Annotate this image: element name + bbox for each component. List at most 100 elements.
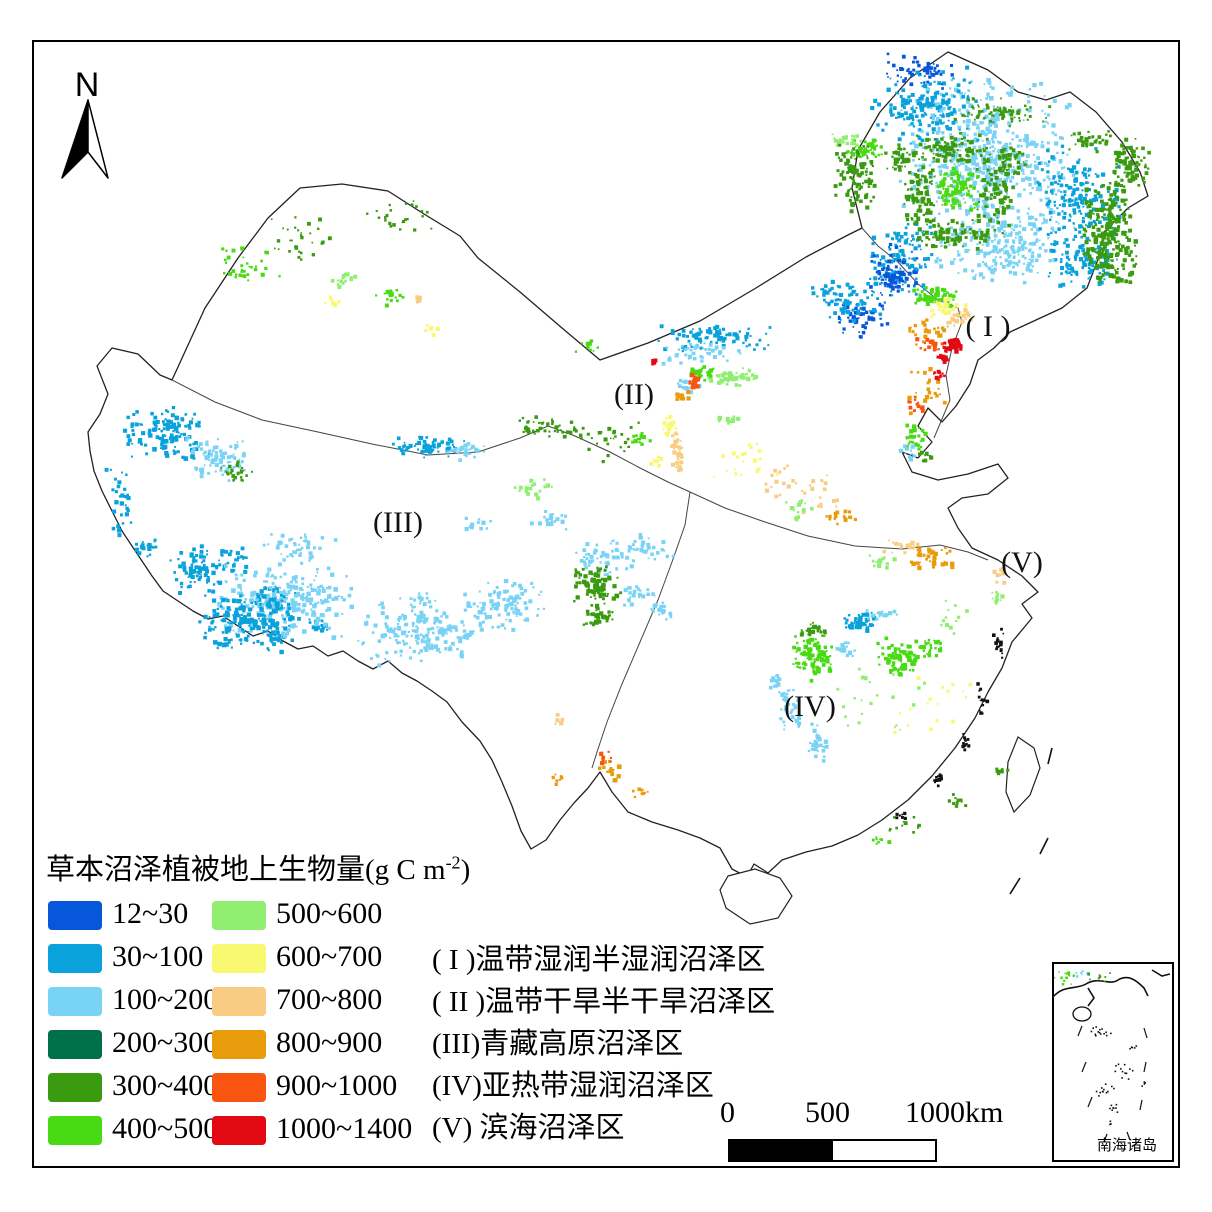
legend-swatch	[212, 1030, 266, 1059]
biomass-dot-cluster	[975, 148, 1015, 235]
inset-boundary-dash	[1143, 1027, 1148, 1039]
biomass-dot-cluster	[262, 533, 338, 562]
biomass-dot-cluster	[882, 539, 920, 555]
biomass-dot-cluster	[940, 600, 969, 635]
map-region-label: (III)	[373, 506, 423, 539]
scale-label-end: 1000km	[905, 1096, 1004, 1129]
scale-bar-empty-half	[832, 1141, 935, 1160]
biomass-dot-cluster	[947, 793, 968, 808]
biomass-dot-cluster	[573, 565, 623, 603]
north-label: N	[75, 66, 100, 104]
biomass-dot-cluster	[513, 478, 553, 501]
biomass-dot-cluster	[463, 578, 545, 632]
biomass-dot-cluster	[661, 341, 742, 366]
inset-label: 南海诸岛	[1097, 1137, 1157, 1154]
biomass-dot-cluster	[1108, 137, 1151, 188]
biomass-dot-cluster	[831, 133, 863, 147]
biomass-dot-cluster	[713, 442, 780, 478]
legend-swatch	[212, 1073, 266, 1102]
biomass-dot-cluster	[375, 288, 405, 308]
scale-label-mid: 500	[805, 1096, 850, 1129]
biomass-dot-cluster	[562, 421, 641, 464]
legend-title-suffix: )	[460, 854, 471, 886]
inset-boundary-dash	[1143, 1061, 1147, 1073]
biomass-dot-cluster	[785, 499, 814, 522]
inset-islands-specks	[1114, 1063, 1134, 1080]
biomass-dot-cluster	[916, 218, 991, 251]
map-region-label: ( I )	[966, 310, 1011, 343]
inset-boundary-dash	[1126, 1131, 1131, 1141]
legend-swatch	[48, 1116, 102, 1145]
biomass-dot-cluster	[631, 787, 649, 799]
scale-bar-filled-half	[730, 1141, 833, 1160]
biomass-dot-cluster	[651, 358, 658, 366]
biomass-dot-cluster	[991, 590, 1005, 605]
legend-range-label: 30~100	[112, 940, 204, 973]
inset-content	[1052, 969, 1171, 1143]
biomass-dot-cluster	[392, 435, 466, 459]
legend-title-superscript: -2	[445, 852, 461, 873]
legend-range-label: 500~600	[276, 897, 383, 930]
biomass-dot-cluster	[778, 688, 802, 731]
biomass-dot-cluster	[976, 682, 990, 715]
biomass-dot-cluster	[876, 636, 922, 677]
biomass-dot-cluster	[271, 216, 332, 261]
boundary-dash	[1009, 877, 1021, 895]
map-region-label: (IV)	[784, 690, 836, 723]
biomass-dot-cluster	[409, 592, 429, 608]
south-china-sea-inset-map: 南海诸岛	[1052, 962, 1174, 1162]
boundary-dash	[1047, 747, 1053, 765]
inset-islands-specks	[1095, 1083, 1115, 1097]
biomass-dot-cluster	[657, 324, 772, 353]
biomass-dot-cluster	[670, 432, 684, 473]
biomass-dot-cluster	[933, 369, 946, 381]
region-description-3: (III)青藏高原沼泽区	[432, 1028, 684, 1060]
biomass-dot-cluster	[324, 295, 341, 308]
legend-range-label: 600~700	[276, 940, 383, 973]
biomass-dot-cluster	[915, 337, 944, 352]
biomass-dot-cluster	[870, 65, 980, 145]
legend-range-label: 900~1000	[276, 1069, 398, 1102]
inset-boundary-dash	[1081, 1061, 1087, 1073]
map-region-label: (II)	[614, 378, 654, 411]
legend-range-label: 700~800	[276, 983, 383, 1016]
biomass-dot-cluster	[675, 390, 691, 401]
biomass-dot-cluster	[330, 272, 358, 289]
biomass-dot-cluster	[764, 464, 804, 499]
biomass-dot-cluster	[997, 146, 1027, 177]
biomass-dot-cluster	[597, 759, 622, 783]
legend-title: 草本沼泽植被地上生物量(g C m-2)	[46, 846, 470, 888]
biomass-dot-cluster	[912, 286, 958, 309]
biomass-dot-cluster	[936, 350, 949, 364]
biomass-dot-cluster	[123, 406, 210, 461]
legend-range-label: 1000~1400	[276, 1112, 413, 1145]
inset-islands-specks	[1109, 1120, 1112, 1126]
biomass-dot-cluster	[464, 516, 492, 532]
inset-boundary-dash	[1087, 1096, 1093, 1108]
biomass-dot-cluster	[907, 395, 925, 413]
biomass-dot-cluster	[649, 455, 664, 468]
biomass-dot-cluster	[835, 641, 856, 658]
inset-islands-specks	[1090, 1026, 1112, 1037]
biomass-dot-cluster	[574, 339, 599, 353]
biomass-dot-cluster	[868, 554, 897, 570]
scale-bar	[728, 1139, 937, 1162]
inset-frame	[1052, 962, 1174, 1162]
biomass-dot-cluster	[650, 601, 673, 621]
biomass-dot-cluster	[769, 674, 782, 690]
region-description-4: (IV)亚热带湿润沼泽区	[432, 1070, 714, 1102]
biomass-dot-cluster	[836, 667, 926, 731]
legend-swatch	[48, 1030, 102, 1059]
biomass-dot-cluster	[865, 609, 898, 621]
biomass-dot-cluster	[1068, 130, 1112, 154]
biomass-dot-cluster	[992, 627, 1005, 659]
biomass-dot-cluster	[937, 166, 980, 212]
biomass-dot-cluster	[1082, 183, 1138, 285]
inset-coastline	[1087, 987, 1095, 1007]
legend-swatch	[48, 901, 102, 930]
marsh-region-boundary	[171, 379, 691, 493]
map-outer-frame	[32, 40, 1180, 1168]
biomass-dot-cluster	[551, 773, 564, 786]
biomass-dot-cluster	[811, 276, 883, 323]
